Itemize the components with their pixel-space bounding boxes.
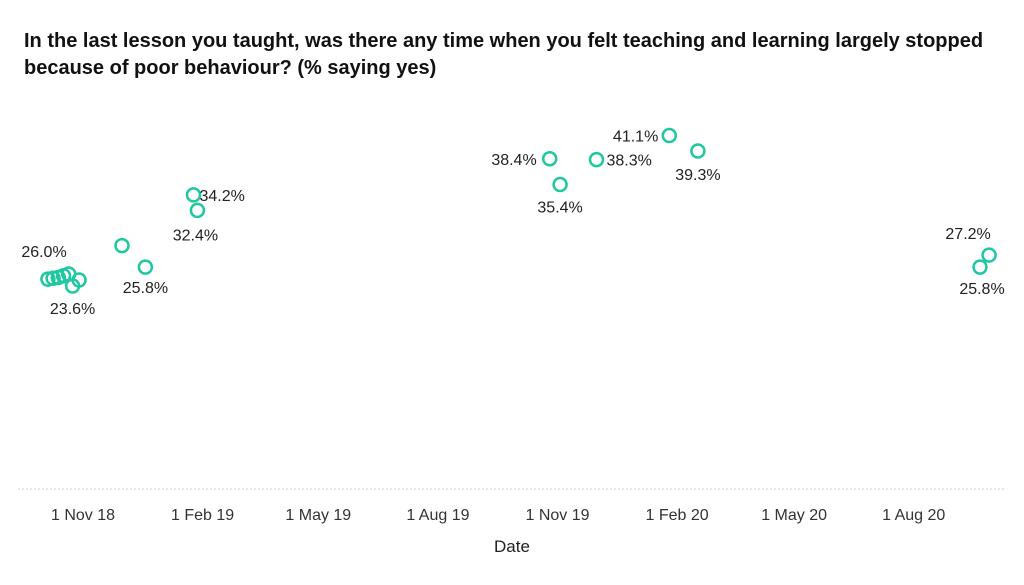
data-label: 25.8% <box>123 280 168 297</box>
x-tick-label: 1 Feb 20 <box>646 507 709 524</box>
x-tick-label: 1 May 19 <box>285 507 351 524</box>
data-label: 27.2% <box>945 226 990 243</box>
data-label: 34.2% <box>200 188 245 205</box>
data-label: 39.3% <box>675 167 720 184</box>
x-tick-label: 1 Aug 20 <box>882 507 945 524</box>
x-axis-title: Date <box>494 537 530 556</box>
data-point <box>114 237 130 254</box>
x-tick-label: 1 Nov 18 <box>51 507 115 524</box>
data-point <box>690 143 706 159</box>
data-label: 23.6% <box>50 301 95 318</box>
data-label: 38.4% <box>491 152 536 169</box>
data-label: 25.8% <box>959 281 1004 298</box>
data-label: 38.3% <box>607 153 652 170</box>
data-label: 35.4% <box>537 200 582 217</box>
x-tick-label: 1 May 20 <box>761 507 827 524</box>
data-point <box>71 272 87 288</box>
x-tick-label: 1 Nov 19 <box>525 507 589 524</box>
x-tick-labels: 1 Nov 18 1 Feb 19 1 May 19 1 Aug 19 1 Nov 19… <box>51 507 945 524</box>
data-point <box>541 151 558 167</box>
data-point <box>189 202 206 219</box>
data-point <box>981 247 997 263</box>
data-point <box>972 259 988 275</box>
data-label: 41.1% <box>613 129 658 146</box>
data-point <box>552 176 568 193</box>
x-tick-label: 1 Feb 19 <box>171 507 234 524</box>
data-label: 32.4% <box>173 227 218 244</box>
chart-title: In the last lesson you taught, was there… <box>24 30 984 79</box>
data-point <box>661 127 678 144</box>
data-point <box>588 151 605 168</box>
data-point <box>137 259 154 275</box>
data-points <box>40 127 997 294</box>
data-label: 26.0% <box>21 244 66 261</box>
x-tick-label: 1 Aug 19 <box>406 507 469 524</box>
data-point <box>185 187 202 203</box>
data-labels: 26.0% 23.6% 25.8% 34.2% 32.4% 38.4% 35.4% 38.3%… <box>21 129 1004 319</box>
